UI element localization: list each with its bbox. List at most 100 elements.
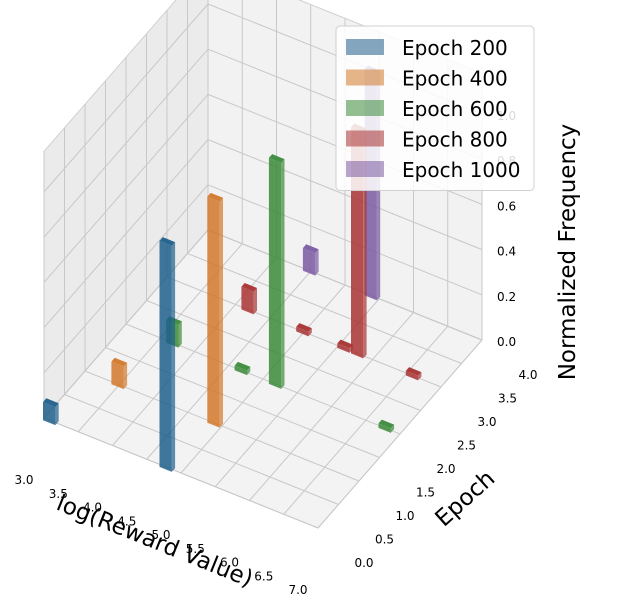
x-tick-label: 3.0 bbox=[14, 473, 33, 487]
grid-z-left bbox=[43, 3, 209, 193]
bar bbox=[111, 357, 128, 390]
bar bbox=[241, 283, 257, 315]
bar-front bbox=[111, 361, 124, 390]
bar bbox=[207, 192, 223, 428]
bar-front bbox=[268, 157, 282, 389]
bar-front bbox=[207, 196, 220, 428]
legend-item: Epoch 1000 bbox=[346, 158, 521, 182]
y-tick-label: 3.5 bbox=[498, 392, 517, 406]
legend-item: Epoch 600 bbox=[346, 97, 508, 121]
bar bbox=[43, 398, 59, 426]
y-tick-label: 1.5 bbox=[416, 486, 435, 500]
legend-swatch bbox=[346, 100, 384, 116]
bar bbox=[405, 367, 422, 381]
y-tick-label: 2.5 bbox=[457, 439, 476, 453]
bar-front bbox=[43, 402, 56, 426]
legend-box bbox=[335, 25, 535, 191]
bar-side bbox=[171, 242, 176, 472]
legend: Epoch 200 Epoch 400 Epoch 600 Epoch 800 Epoc… bbox=[335, 25, 535, 191]
z-tick-label: 0.0 bbox=[497, 335, 516, 349]
legend-label: Epoch 600 bbox=[402, 97, 508, 121]
x-tick-label: 6.5 bbox=[254, 569, 273, 583]
grid-y-floor bbox=[187, 253, 462, 364]
grid-z-back bbox=[207, 139, 483, 251]
grid-z-left bbox=[43, 184, 209, 374]
bar-side bbox=[247, 366, 251, 376]
x-tick-label: 5.5 bbox=[186, 542, 205, 556]
bar-front bbox=[241, 286, 254, 315]
legend-item: Epoch 400 bbox=[346, 67, 508, 91]
bar-top bbox=[241, 283, 257, 292]
x-tick-label: 7.0 bbox=[288, 583, 307, 597]
bar-side bbox=[281, 159, 285, 389]
x-tick-label: 5.0 bbox=[151, 528, 170, 542]
bar bbox=[268, 154, 285, 389]
legend-swatch bbox=[346, 130, 384, 147]
grid-y-floor bbox=[84, 370, 360, 482]
legend-swatch bbox=[346, 39, 384, 55]
z-axis-label: Normalized Frequency bbox=[555, 124, 581, 381]
bar-top bbox=[43, 398, 59, 407]
bar-side bbox=[253, 288, 257, 315]
bar-top bbox=[159, 237, 176, 246]
bar-front bbox=[405, 370, 419, 381]
bar-front bbox=[378, 423, 391, 433]
y-tick-label: 4.0 bbox=[518, 368, 537, 382]
legend-label: Epoch 800 bbox=[402, 128, 508, 152]
bar-side bbox=[123, 362, 128, 390]
bar-top bbox=[405, 367, 422, 376]
y-tick-label: 2.0 bbox=[436, 462, 455, 476]
bar-side bbox=[219, 197, 223, 428]
bar-top bbox=[337, 339, 353, 349]
bar-top bbox=[378, 419, 395, 429]
grid-y-floor bbox=[43, 417, 319, 529]
x-axis-label: log(Reward Value) bbox=[53, 490, 257, 592]
z-tick-label: 0.4 bbox=[497, 245, 516, 259]
x-tick-label: 4.0 bbox=[83, 501, 102, 515]
bar bbox=[234, 361, 251, 376]
bar-front bbox=[337, 343, 350, 353]
bar bbox=[378, 419, 395, 433]
bar-top bbox=[234, 361, 251, 371]
grid-z-left bbox=[43, 139, 209, 328]
x-tick-label: 4.5 bbox=[117, 514, 136, 528]
bar-side bbox=[315, 249, 319, 276]
legend-swatch bbox=[346, 69, 384, 86]
legend-label: Epoch 400 bbox=[402, 67, 508, 91]
legend-label: Epoch 1000 bbox=[402, 158, 521, 182]
bar-top bbox=[111, 357, 128, 367]
bar-side bbox=[390, 424, 395, 433]
x-tick-label: 6.0 bbox=[220, 556, 239, 570]
bar bbox=[159, 237, 176, 472]
bar-top bbox=[207, 192, 223, 202]
bar-side bbox=[418, 372, 422, 381]
z-tick-label: 0.6 bbox=[497, 199, 516, 213]
y-tick-label: 0.0 bbox=[354, 556, 373, 570]
y-tick-label: 0.5 bbox=[375, 533, 394, 547]
grid-z-left bbox=[43, 48, 209, 238]
grid-z-back bbox=[207, 184, 483, 296]
bar-front bbox=[234, 365, 247, 376]
legend-label: Epoch 200 bbox=[402, 36, 508, 60]
bar bbox=[296, 323, 312, 337]
legend-swatch bbox=[346, 161, 384, 177]
grid-z-left bbox=[43, 94, 209, 283]
legend-item: Epoch 200 bbox=[346, 36, 508, 60]
bar bbox=[302, 244, 319, 276]
bar-front bbox=[159, 240, 172, 472]
bar-side bbox=[308, 328, 312, 337]
grid-y-floor bbox=[64, 394, 339, 505]
bar-top bbox=[268, 154, 285, 163]
bar-front bbox=[302, 248, 316, 276]
grid-z-left bbox=[43, 229, 209, 419]
x-tick-label: 3.5 bbox=[49, 487, 68, 501]
z-tick-label: 0.2 bbox=[497, 290, 516, 304]
grid-y-floor bbox=[105, 347, 380, 458]
bar-side bbox=[55, 403, 59, 426]
y-tick-label: 3.0 bbox=[477, 415, 496, 429]
y-tick-label: 1.0 bbox=[395, 509, 414, 523]
bar-top bbox=[302, 244, 319, 253]
chart-ticks: 3.03.54.04.55.05.56.06.57.00.00.51.01.52… bbox=[14, 109, 537, 597]
bar-front bbox=[296, 326, 309, 337]
